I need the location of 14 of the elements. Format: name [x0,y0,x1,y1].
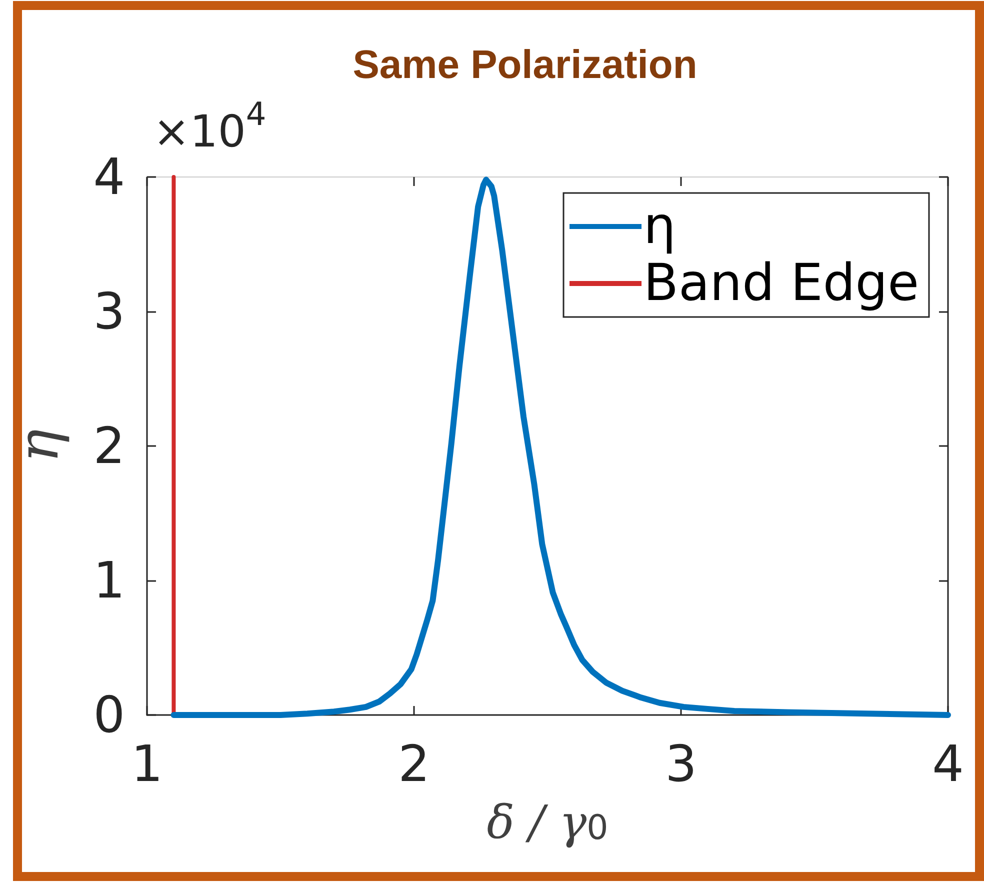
y-tick-label: 4 [93,148,125,206]
x-tick-label: 4 [932,735,964,793]
y-axis-title: η [6,429,72,463]
y-tick-label: 2 [93,417,125,475]
legend-label: η [644,197,676,256]
chart-title: Same Polarization [352,43,698,87]
legend-label: Band Edge [644,254,920,313]
y-tick-label: 1 [93,552,125,610]
y-tick-label: 3 [93,282,125,340]
x-axis-title: δ / γ0 [486,795,608,849]
y-tick-label: 0 [93,686,125,744]
x-tick-label: 1 [131,735,163,793]
x-tick-label: 3 [665,735,697,793]
x-tick-label: 2 [398,735,430,793]
